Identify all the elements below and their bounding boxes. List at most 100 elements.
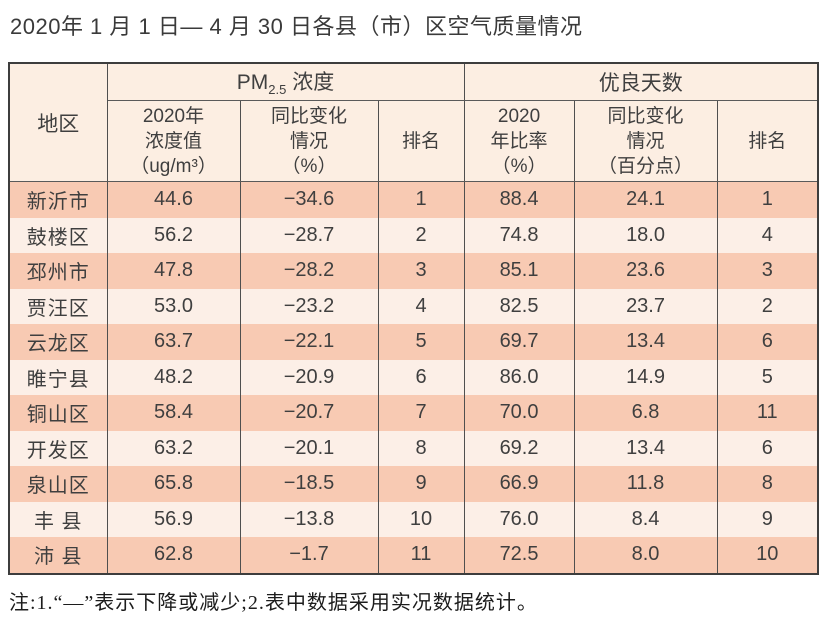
good-rate-cell: 76.0 [463,501,575,537]
good-change-cell: 11.8 [573,466,718,502]
good-rate-cell: 86.0 [463,359,575,395]
pm-value-cell: 65.8 [106,466,241,502]
table-body: 新沂市 44.6 −34.6 1 88.4 24.1 1 鼓楼区 56.2 −2… [8,181,819,574]
good-rate-cell: 74.8 [463,217,575,253]
page-title: 2020年 1 月 1 日— 4 月 30 日各县（市）区空气质量情况 [10,14,583,39]
good-change-cell: 24.1 [573,181,718,218]
pm-change-cell: −18.5 [239,466,379,502]
header-pm-rank: 排名 [377,100,465,182]
good-change-cell: 23.7 [573,288,718,324]
region-cell: 开发区 [8,430,108,466]
pm-value-cell: 63.2 [106,430,241,466]
good-rank-cell: 3 [716,253,819,289]
region-cell: 贾汪区 [8,288,108,324]
header-good-days-group: 优良天数 [463,63,819,101]
region-cell: 邳州市 [8,253,108,289]
pm-rank-cell: 7 [377,395,465,431]
pm-rank-cell: 3 [377,253,465,289]
table-row: 邳州市 47.8 −28.2 3 85.1 23.6 3 [8,253,819,289]
good-rate-cell: 85.1 [463,253,575,289]
header-region-label: 地区 [37,112,80,136]
pm25-label-prefix: PM [236,71,269,95]
header-pm-value: 2020年 浓度值 （ug/m³） [106,100,241,182]
pm-rank-cell: 1 [377,181,465,218]
pm-rank-cell: 9 [377,466,465,502]
good-change-cell: 14.9 [573,359,718,395]
good-rank-cell: 11 [716,395,819,431]
good-rank-cell: 4 [716,217,819,253]
pm25-label-subscript: 2.5 [268,82,287,98]
pm-value-cell: 48.2 [106,359,241,395]
header-region: 地区 [8,63,108,182]
region-cell: 铜山区 [8,395,108,431]
good-rank-cell: 5 [716,359,819,395]
good-rate-cell: 66.9 [463,466,575,502]
pm-change-cell: −13.8 [239,501,379,537]
header-group-row: 地区 PM2.5 浓度 优良天数 [8,63,819,182]
pm-value-cell: 44.6 [106,181,241,218]
good-rate-cell: 88.4 [463,181,575,218]
air-quality-table: 地区 PM2.5 浓度 优良天数 2020年 浓度值 （ug/m³） 同比变化 … [8,62,820,575]
pm-change-cell: −28.7 [239,217,379,253]
pm-rank-cell: 2 [377,217,465,253]
header-pm-change: 同比变化 情况 （%） [239,100,379,182]
good-change-cell: 18.0 [573,217,718,253]
pm-value-cell: 62.8 [106,537,241,574]
good-rate-cell: 72.5 [463,537,575,574]
pm-rank-cell: 8 [377,430,465,466]
table-row: 沛 县 62.8 −1.7 11 72.5 8.0 10 [8,537,819,574]
pm-rank-cell: 10 [377,501,465,537]
good-rate-cell: 69.7 [463,324,575,360]
region-cell: 沛 县 [8,537,108,574]
pm-change-cell: −28.2 [239,253,379,289]
region-cell: 云龙区 [8,324,108,360]
table-row: 泉山区 65.8 −18.5 9 66.9 11.8 8 [8,466,819,502]
pm-rank-cell: 6 [377,359,465,395]
table-row: 铜山区 58.4 −20.7 7 70.0 6.8 11 [8,395,819,431]
pm-change-cell: −1.7 [239,537,379,574]
header-good-rank: 排名 [716,100,819,182]
good-change-cell: 23.6 [573,253,718,289]
pm-value-cell: 53.0 [106,288,241,324]
region-cell: 新沂市 [8,181,108,218]
good-rate-cell: 69.2 [463,430,575,466]
pm-rank-cell: 5 [377,324,465,360]
region-cell: 鼓楼区 [8,217,108,253]
good-rank-cell: 6 [716,324,819,360]
good-rank-cell: 2 [716,288,819,324]
table-row: 新沂市 44.6 −34.6 1 88.4 24.1 1 [8,181,819,218]
good-change-cell: 8.0 [573,537,718,574]
pm-value-cell: 56.2 [106,217,241,253]
table-row: 鼓楼区 56.2 −28.7 2 74.8 18.0 4 [8,217,819,253]
header-sub-row: 2020年 浓度值 （ug/m³） 同比变化 情况 （%） 排名 2020 年比… [9,100,819,182]
table-row: 开发区 63.2 −20.1 8 69.2 13.4 6 [8,430,819,466]
table-row: 云龙区 63.7 −22.1 5 69.7 13.4 6 [8,324,819,360]
good-change-cell: 13.4 [573,324,718,360]
good-rate-cell: 82.5 [463,288,575,324]
header-good-change: 同比变化 情况 （百分点） [573,100,718,182]
pm-rank-cell: 11 [377,537,465,574]
good-rate-cell: 70.0 [463,395,575,431]
good-change-cell: 8.4 [573,501,718,537]
region-cell: 睢宁县 [8,359,108,395]
good-rank-cell: 9 [716,501,819,537]
pm-change-cell: −22.1 [239,324,379,360]
pm-value-cell: 56.9 [106,501,241,537]
pm-value-cell: 47.8 [106,253,241,289]
header-good-rate: 2020 年比率 （%） [463,100,575,182]
good-rank-cell: 6 [716,430,819,466]
good-change-cell: 6.8 [573,395,718,431]
table-header: 地区 PM2.5 浓度 优良天数 2020年 浓度值 （ug/m³） 同比变化 … [8,63,819,182]
header-pm25-group: PM2.5 浓度 [106,63,465,101]
pm-change-cell: −20.9 [239,359,379,395]
table-row: 睢宁县 48.2 −20.9 6 86.0 14.9 5 [8,359,819,395]
table-row: 贾汪区 53.0 −23.2 4 82.5 23.7 2 [8,288,819,324]
pm-value-cell: 58.4 [106,395,241,431]
pm-value-cell: 63.7 [106,324,241,360]
pm25-label-suffix: 浓度 [286,71,335,95]
good-rank-cell: 10 [716,537,819,574]
region-cell: 泉山区 [8,466,108,502]
pm-change-cell: −20.1 [239,430,379,466]
good-change-cell: 13.4 [573,430,718,466]
